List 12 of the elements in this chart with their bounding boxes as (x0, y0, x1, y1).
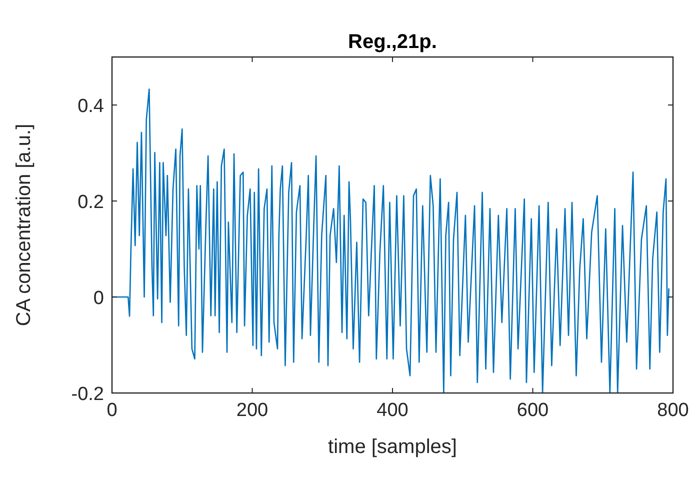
x-tick-label: 800 (657, 400, 689, 421)
y-tick-label: 0.2 (78, 192, 104, 213)
x-tick-label: 0 (106, 400, 118, 421)
y-axis-title: CA concentration [a.u.] (13, 124, 35, 326)
y-tick-label: 0.4 (78, 96, 104, 117)
y-tick-label: 0 (93, 288, 104, 309)
chart-title: Reg.,21p. (348, 31, 437, 53)
x-tick-label: 200 (236, 400, 268, 421)
x-tick-label: 600 (516, 400, 549, 421)
x-tick-label: 400 (376, 400, 408, 421)
x-axis-title: time [samples] (328, 436, 457, 458)
y-tick-label: -0.2 (71, 384, 104, 405)
